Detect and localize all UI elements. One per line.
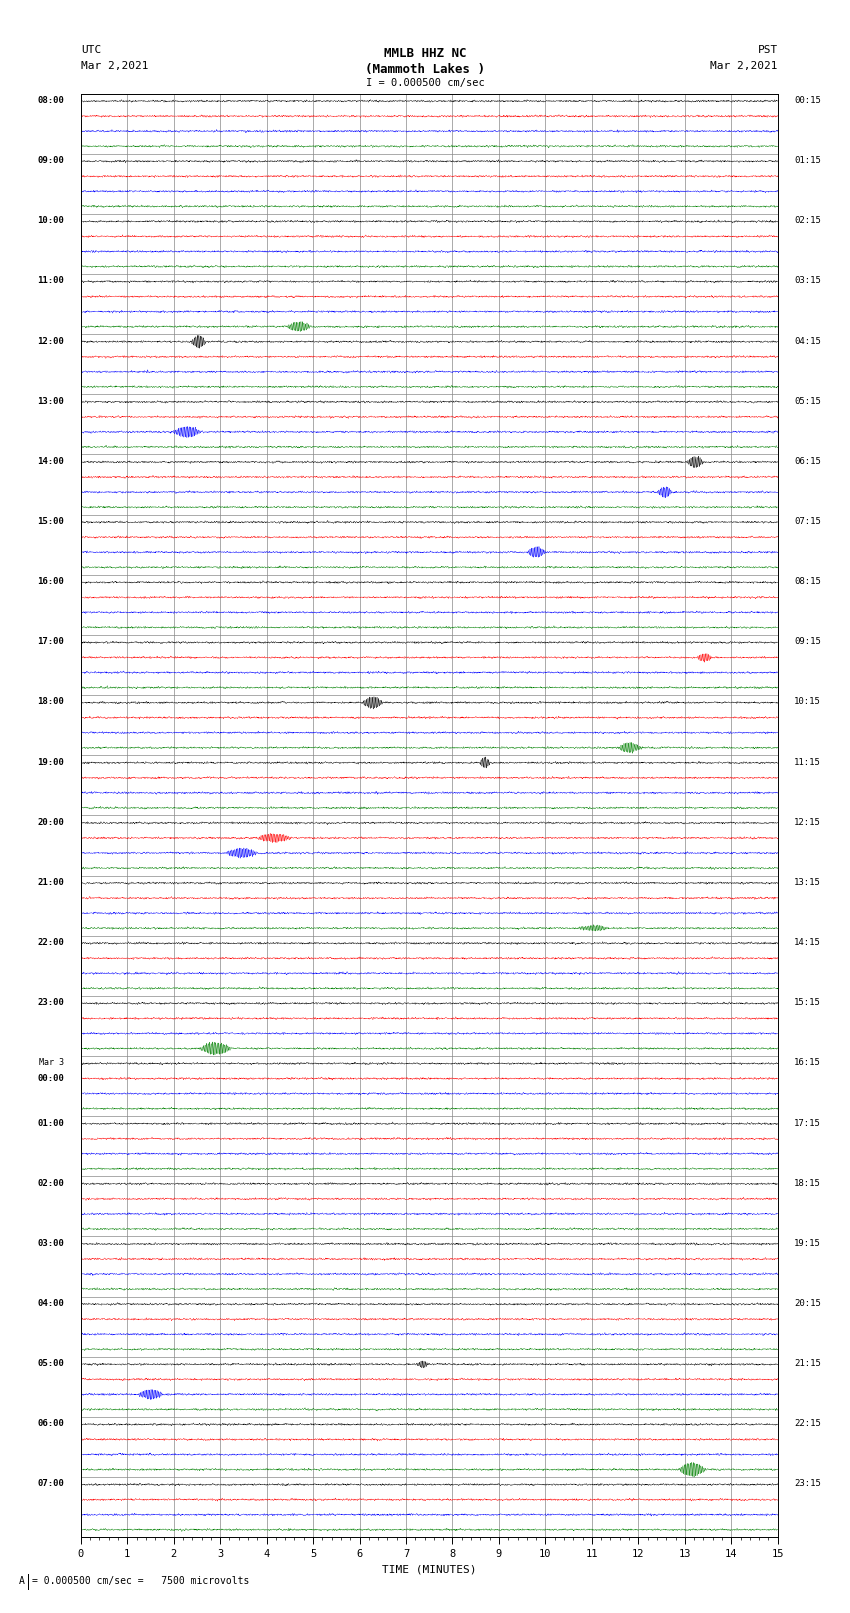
Text: = 0.000500 cm/sec =   7500 microvolts: = 0.000500 cm/sec = 7500 microvolts [32, 1576, 250, 1586]
Text: 21:00: 21:00 [37, 877, 65, 887]
Text: 04:00: 04:00 [37, 1298, 65, 1308]
Text: 22:15: 22:15 [794, 1419, 821, 1428]
Text: A: A [19, 1576, 25, 1586]
Text: 07:00: 07:00 [37, 1479, 65, 1489]
Text: 06:00: 06:00 [37, 1419, 65, 1428]
Text: 10:00: 10:00 [37, 216, 65, 226]
Text: 20:15: 20:15 [794, 1298, 821, 1308]
Text: 15:00: 15:00 [37, 518, 65, 526]
Text: 06:15: 06:15 [794, 456, 821, 466]
Text: 01:00: 01:00 [37, 1118, 65, 1127]
Text: 18:15: 18:15 [794, 1179, 821, 1187]
Text: 22:00: 22:00 [37, 939, 65, 947]
Text: I = 0.000500 cm/sec: I = 0.000500 cm/sec [366, 77, 484, 87]
Text: 02:00: 02:00 [37, 1179, 65, 1187]
Text: Mar 3: Mar 3 [39, 1058, 65, 1068]
Text: 17:00: 17:00 [37, 637, 65, 647]
Text: 12:00: 12:00 [37, 337, 65, 345]
Text: PST: PST [757, 45, 778, 55]
Text: 14:15: 14:15 [794, 939, 821, 947]
Text: 05:00: 05:00 [37, 1360, 65, 1368]
Text: 08:15: 08:15 [794, 577, 821, 586]
Text: 18:00: 18:00 [37, 697, 65, 706]
Text: 04:15: 04:15 [794, 337, 821, 345]
Text: 23:15: 23:15 [794, 1479, 821, 1489]
Text: 16:00: 16:00 [37, 577, 65, 586]
Text: 12:15: 12:15 [794, 818, 821, 827]
Text: 10:15: 10:15 [794, 697, 821, 706]
Text: MMLB HHZ NC: MMLB HHZ NC [383, 47, 467, 60]
Text: 20:00: 20:00 [37, 818, 65, 827]
Text: 19:15: 19:15 [794, 1239, 821, 1248]
Text: 17:15: 17:15 [794, 1118, 821, 1127]
Text: 16:15: 16:15 [794, 1058, 821, 1068]
Text: (Mammoth Lakes ): (Mammoth Lakes ) [365, 63, 485, 76]
Text: 03:15: 03:15 [794, 276, 821, 286]
Text: 09:15: 09:15 [794, 637, 821, 647]
Text: 05:15: 05:15 [794, 397, 821, 406]
Text: 11:15: 11:15 [794, 758, 821, 766]
Text: 13:15: 13:15 [794, 877, 821, 887]
Text: 23:00: 23:00 [37, 998, 65, 1007]
Text: 13:00: 13:00 [37, 397, 65, 406]
Text: 21:15: 21:15 [794, 1360, 821, 1368]
Text: 00:00: 00:00 [37, 1074, 65, 1082]
Text: 01:15: 01:15 [794, 156, 821, 165]
Text: 15:15: 15:15 [794, 998, 821, 1007]
Text: 03:00: 03:00 [37, 1239, 65, 1248]
Text: UTC: UTC [81, 45, 101, 55]
Text: 00:15: 00:15 [794, 95, 821, 105]
Text: 09:00: 09:00 [37, 156, 65, 165]
Text: 11:00: 11:00 [37, 276, 65, 286]
Text: 07:15: 07:15 [794, 518, 821, 526]
Text: Mar 2,2021: Mar 2,2021 [81, 61, 148, 71]
Text: 02:15: 02:15 [794, 216, 821, 226]
Text: Mar 2,2021: Mar 2,2021 [711, 61, 778, 71]
Text: 08:00: 08:00 [37, 95, 65, 105]
Text: 14:00: 14:00 [37, 456, 65, 466]
X-axis label: TIME (MINUTES): TIME (MINUTES) [382, 1565, 477, 1574]
Text: 19:00: 19:00 [37, 758, 65, 766]
